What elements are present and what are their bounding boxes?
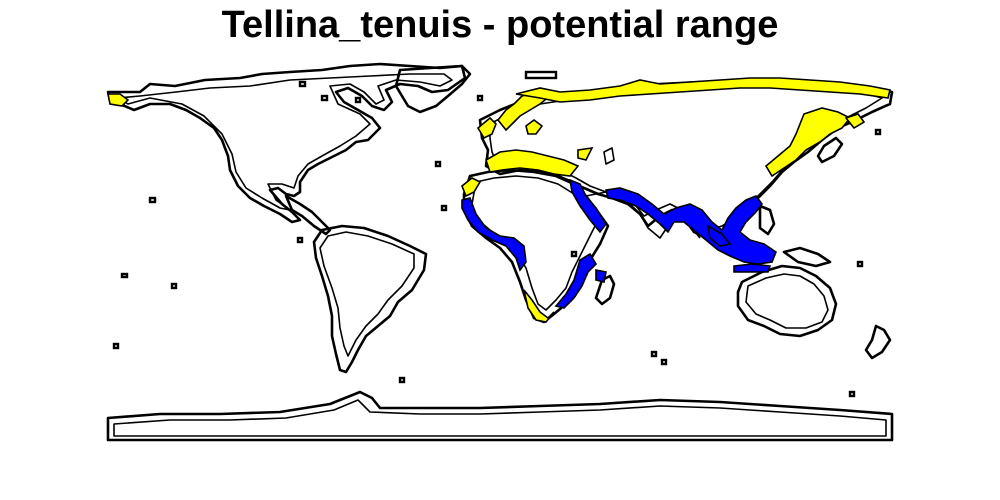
central-america [284,194,332,236]
new-guinea [782,246,832,268]
map-title: Tellina_tenuis - potential range [221,4,779,46]
philippines [758,204,776,236]
range-low-suitability [107,77,891,323]
antarctica [106,390,894,442]
japan [816,136,844,164]
north-america [106,62,467,224]
small-islands [112,70,882,398]
greenland [394,64,472,114]
africa [462,168,610,324]
south-america [312,224,428,374]
new-zealand [864,324,892,360]
range-high-suitability [461,178,777,309]
madagascar [594,274,616,306]
australia [736,264,838,338]
